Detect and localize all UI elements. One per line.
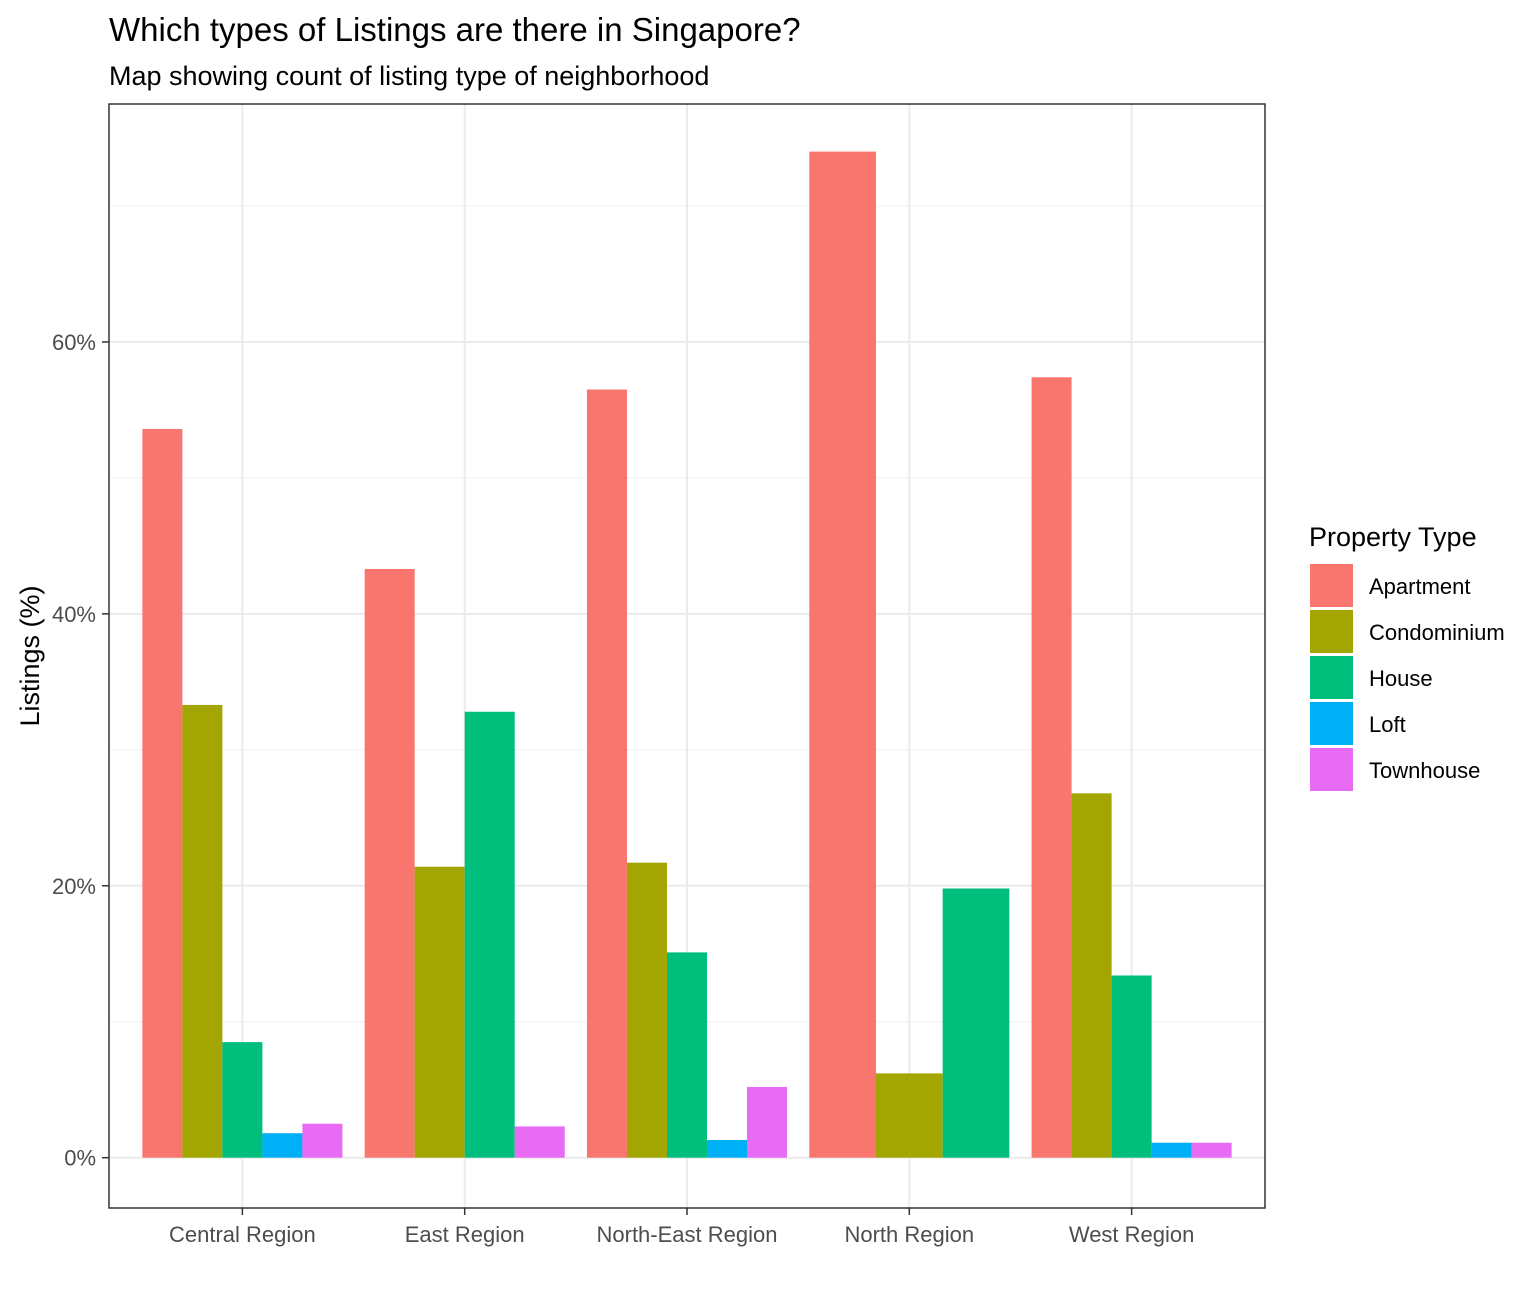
bar-townhouse-central-region	[302, 1123, 343, 1158]
x-tick-label: West Region	[1069, 1222, 1195, 1247]
legend-label-condominium: Condominium	[1369, 620, 1505, 645]
bar-townhouse-west-region	[1191, 1142, 1232, 1158]
bar-apartment-central-region	[142, 428, 183, 1158]
legend-swatch-loft	[1310, 702, 1353, 745]
legend-items: Apartment Condominium House Loft Townhouse	[1310, 564, 1505, 791]
bar-condominium-west-region	[1071, 793, 1112, 1158]
y-tick-label: 0%	[64, 1146, 96, 1171]
x-tick-label: Central Region	[169, 1222, 316, 1247]
x-tick-label: East Region	[405, 1222, 525, 1247]
chart-subtitle: Map showing count of listing type of nei…	[109, 61, 709, 91]
bar-townhouse-north-east-region	[747, 1086, 788, 1158]
legend-swatch-condominium	[1310, 610, 1353, 653]
legend-title: Property Type	[1309, 522, 1477, 552]
bar-apartment-north-region	[809, 151, 876, 1158]
bar-apartment-west-region	[1031, 377, 1072, 1158]
y-axis: 0% 20% 40% 60%	[52, 330, 109, 1171]
legend-label-townhouse: Townhouse	[1369, 758, 1480, 783]
legend-swatch-house	[1310, 656, 1353, 699]
x-tick-label: North Region	[844, 1222, 974, 1247]
bar-condominium-central-region	[182, 704, 223, 1158]
bar-house-north-east-region	[666, 952, 708, 1158]
bar-house-west-region	[1111, 975, 1152, 1158]
legend-label-apartment: Apartment	[1369, 574, 1471, 599]
bar-loft-west-region	[1151, 1142, 1192, 1158]
x-axis: Central Region East Region North-East Regi…	[169, 1208, 1194, 1247]
bar-house-north-region	[942, 888, 1010, 1158]
bar-loft-north-east-region	[707, 1140, 748, 1158]
bar-apartment-east-region	[364, 568, 415, 1158]
bar-loft-central-region	[262, 1133, 303, 1158]
legend-swatch-townhouse	[1310, 748, 1353, 791]
bar-townhouse-east-region	[514, 1126, 565, 1158]
chart-title: Which types of Listings are there in Sin…	[109, 11, 801, 48]
bar-apartment-north-east-region	[586, 389, 627, 1158]
bar-house-east-region	[464, 711, 515, 1158]
y-axis-title: Listings (%)	[15, 585, 45, 726]
y-tick-label: 20%	[52, 874, 96, 899]
bar-condominium-north-east-region	[626, 862, 667, 1158]
y-tick-label: 60%	[52, 330, 96, 355]
bars	[142, 151, 1232, 1158]
bar-condominium-east-region	[414, 866, 465, 1158]
legend-label-loft: Loft	[1369, 712, 1406, 737]
y-tick-label: 40%	[52, 602, 96, 627]
legend: Property Type Apartment Condominium House L…	[1309, 522, 1505, 791]
plot-panel	[108, 103, 1266, 1209]
legend-swatch-apartment	[1310, 564, 1353, 607]
legend-label-house: House	[1369, 666, 1433, 691]
bar-house-central-region	[222, 1042, 263, 1158]
bar-condominium-north-region	[875, 1073, 943, 1158]
x-tick-label: North-East Region	[597, 1222, 778, 1247]
